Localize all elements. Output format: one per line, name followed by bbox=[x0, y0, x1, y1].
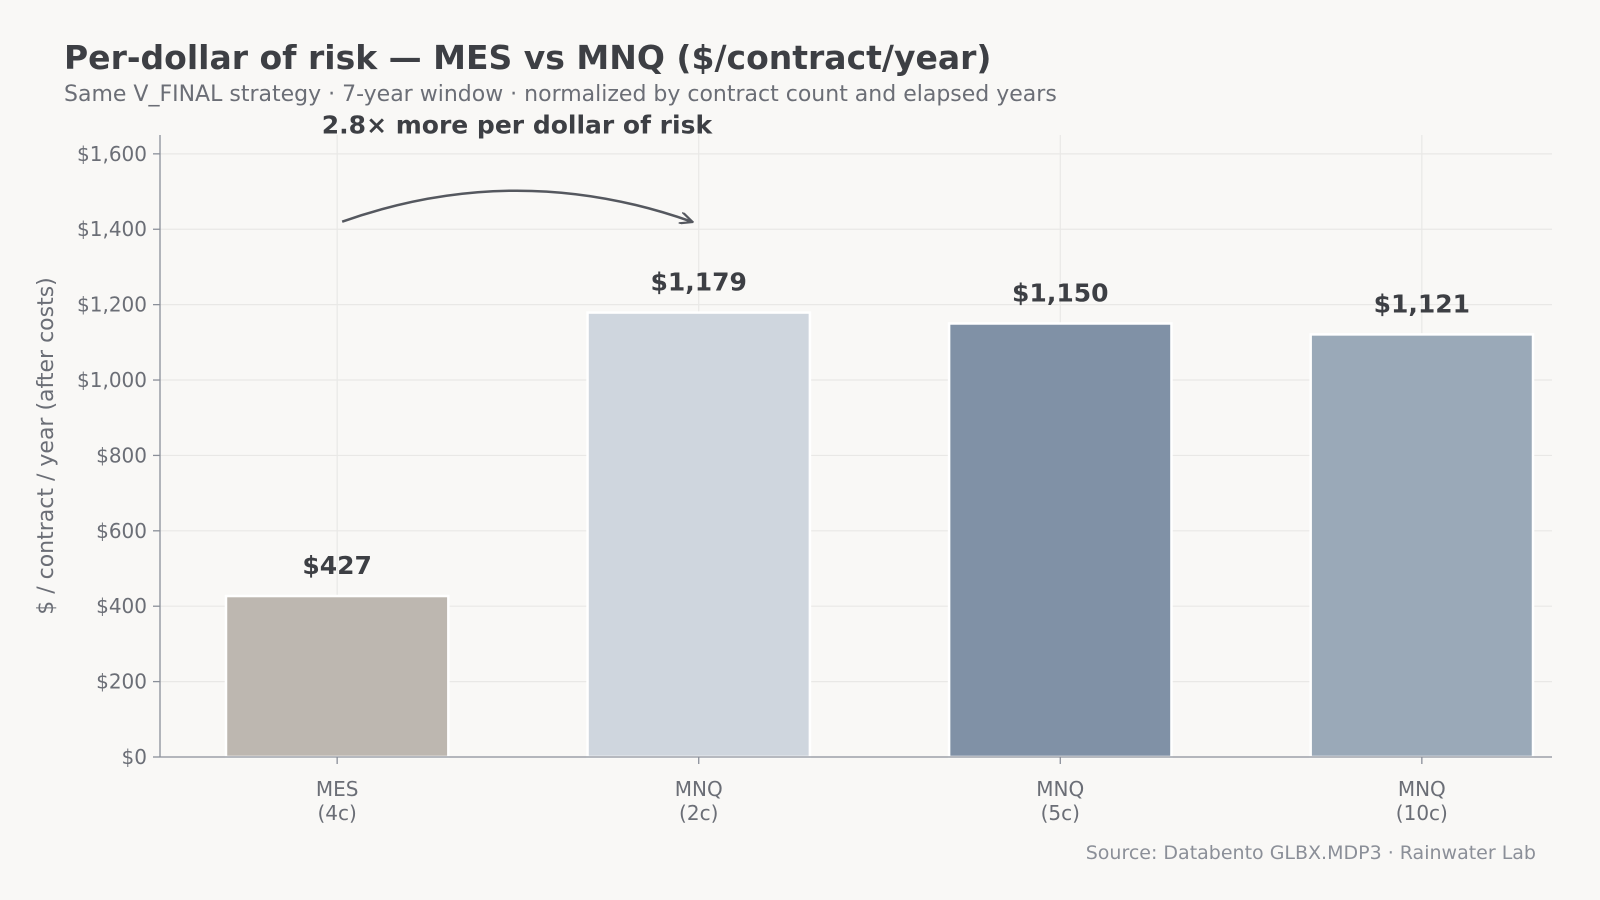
value-labels: $427 $1,179 $1,150 $1,121 bbox=[302, 268, 1470, 580]
x-tick-label: MNQ bbox=[1036, 777, 1084, 801]
x-tick-label: MNQ bbox=[1398, 777, 1446, 801]
y-tick-label: $0 bbox=[122, 745, 147, 769]
y-tick-label: $800 bbox=[96, 443, 147, 467]
bar-value-label: $1,150 bbox=[1012, 278, 1108, 307]
x-tick-label: (4c) bbox=[317, 801, 356, 825]
annotation-arrow bbox=[341, 189, 692, 222]
chart-subtitle: Same V_FINAL strategy · 7-year window · … bbox=[64, 82, 1057, 107]
bar bbox=[1309, 333, 1535, 759]
annotation-text: 2.8× more per dollar of risk bbox=[322, 111, 714, 140]
bars bbox=[224, 311, 1535, 759]
y-tick-label: $1,600 bbox=[77, 142, 147, 166]
bar-value-label: $1,179 bbox=[650, 268, 746, 297]
bar-value-label: $1,121 bbox=[1374, 289, 1470, 318]
y-tick-label: $1,400 bbox=[77, 217, 147, 241]
x-tick-label: MNQ bbox=[675, 777, 723, 801]
y-axis-title: $ / contract / year (after costs) bbox=[34, 277, 59, 615]
x-tick-label: (2c) bbox=[679, 801, 718, 825]
x-tick-label: MES bbox=[316, 777, 359, 801]
bar bbox=[586, 311, 812, 759]
y-tick-label: $600 bbox=[96, 519, 147, 543]
y-tick-label: $1,000 bbox=[77, 368, 147, 392]
bar bbox=[224, 594, 450, 759]
source-note: Source: Databento GLBX.MDP3 · Rainwater … bbox=[1085, 842, 1536, 864]
x-tick-label: (5c) bbox=[1041, 801, 1080, 825]
x-tick-label: (10c) bbox=[1396, 801, 1448, 825]
y-tick-label: $1,200 bbox=[77, 293, 147, 317]
y-tick-label: $200 bbox=[96, 670, 147, 694]
y-tick-label: $400 bbox=[96, 594, 147, 618]
bar-value-label: $427 bbox=[302, 551, 372, 580]
axes: $0 $200 $400 $600 $800 $1,000 $1,200 $1,400 $1,6… bbox=[34, 135, 1552, 825]
bar bbox=[947, 322, 1173, 759]
chart-title: Per-dollar of risk — MES vs MNQ ($/contr… bbox=[64, 38, 992, 77]
annotation: 2.8× more per dollar of risk bbox=[322, 111, 714, 222]
